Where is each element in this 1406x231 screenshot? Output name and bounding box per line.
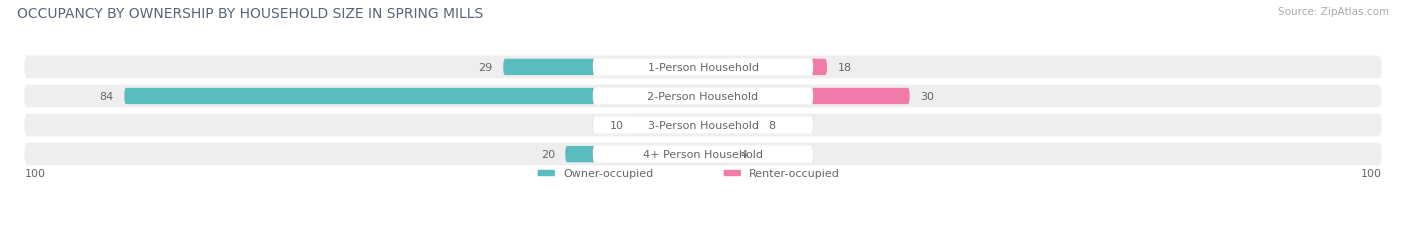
Text: OCCUPANCY BY OWNERSHIP BY HOUSEHOLD SIZE IN SPRING MILLS: OCCUPANCY BY OWNERSHIP BY HOUSEHOLD SIZE… — [17, 7, 484, 21]
FancyBboxPatch shape — [593, 60, 827, 76]
FancyBboxPatch shape — [24, 143, 1382, 166]
Text: 84: 84 — [100, 91, 114, 102]
FancyBboxPatch shape — [24, 85, 1382, 108]
FancyBboxPatch shape — [565, 146, 813, 163]
Text: 10: 10 — [610, 121, 624, 131]
Text: 30: 30 — [920, 91, 934, 102]
Text: Source: ZipAtlas.com: Source: ZipAtlas.com — [1278, 7, 1389, 17]
FancyBboxPatch shape — [724, 170, 741, 176]
Text: 18: 18 — [838, 63, 852, 73]
FancyBboxPatch shape — [593, 146, 813, 163]
FancyBboxPatch shape — [593, 117, 758, 134]
FancyBboxPatch shape — [537, 170, 555, 176]
Text: 4: 4 — [741, 149, 748, 159]
FancyBboxPatch shape — [593, 88, 910, 105]
FancyBboxPatch shape — [593, 146, 731, 163]
FancyBboxPatch shape — [634, 117, 813, 134]
FancyBboxPatch shape — [503, 60, 813, 76]
FancyBboxPatch shape — [593, 88, 813, 105]
Text: 1-Person Household: 1-Person Household — [648, 63, 758, 73]
Text: 100: 100 — [24, 168, 45, 178]
Text: 20: 20 — [541, 149, 555, 159]
Text: 2-Person Household: 2-Person Household — [647, 91, 759, 102]
Text: Renter-occupied: Renter-occupied — [749, 168, 839, 178]
FancyBboxPatch shape — [593, 117, 813, 134]
FancyBboxPatch shape — [593, 59, 813, 76]
FancyBboxPatch shape — [24, 114, 1382, 137]
FancyBboxPatch shape — [124, 88, 813, 105]
FancyBboxPatch shape — [24, 56, 1382, 79]
Text: 8: 8 — [769, 121, 776, 131]
Text: Owner-occupied: Owner-occupied — [564, 168, 654, 178]
Text: 29: 29 — [478, 63, 494, 73]
Text: 3-Person Household: 3-Person Household — [648, 121, 758, 131]
Text: 4+ Person Household: 4+ Person Household — [643, 149, 763, 159]
Text: 100: 100 — [1361, 168, 1382, 178]
